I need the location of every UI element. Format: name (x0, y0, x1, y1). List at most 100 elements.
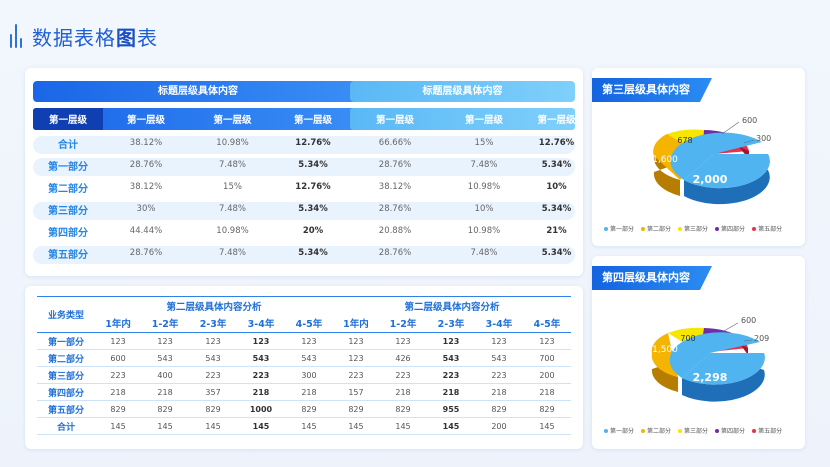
table-cell: 145 (522, 417, 571, 435)
table-cell: 28.76% (378, 204, 412, 214)
table-cell: 10.98% (467, 226, 501, 236)
analysis-table-card: 业务类型 第二层级具体内容分析 第二层级具体内容分析 1年内 1-2年 2-3年 3-… (25, 286, 583, 449)
table-cell: 145 (332, 417, 380, 435)
table-cell: 223 (95, 366, 142, 384)
table-cell: 66.66% (378, 138, 412, 148)
table-row: 第一部分 123 123 123 123 123 123 123 123 123 123 (37, 332, 571, 350)
table-cell: 123 (95, 332, 142, 350)
table-cell: 218 (284, 383, 333, 401)
pie1-label-d: 600 (742, 116, 757, 125)
table-cell: 38.12% (129, 182, 163, 192)
table-cell: 30% (136, 204, 156, 214)
legend-label: 第五部分 (758, 226, 783, 233)
table-cell: 10.98% (216, 138, 249, 148)
summary-table-card: 标题层级具体内容 标题层级具体内容 第一层级 第一层级 第一层级 第一层级 第一层级 第一… (25, 68, 583, 276)
table-cell: 7.48% (218, 204, 246, 214)
pie2-slice-b (651, 333, 700, 392)
table-cell: 7.48% (470, 248, 498, 258)
pie-chart-1: 2,000 1,600 678 600 300 (652, 116, 771, 205)
pie-legend-2: 第一部分 第二部分 第三部分 第四部分 第五部分 (604, 426, 782, 435)
table-cell: 829 (141, 400, 190, 418)
table-cell: 38.12% (129, 138, 163, 148)
table-cell: 543 (474, 349, 523, 367)
table-row: 第五部分 829 829 829 1000 829 829 829 955 829 829 (37, 400, 571, 418)
summary-column-header: 第一层级 (48, 115, 87, 126)
table-cell: 218 (237, 383, 285, 401)
row-label: 第五部分 (48, 249, 88, 261)
legend-item: 第四部分 (715, 426, 745, 435)
legend-item: 第一部分 (604, 224, 634, 233)
legend-label: 第二部分 (647, 226, 672, 233)
analysis-column-header: 3-4年 (474, 314, 523, 333)
summary-column-header: 第一层级 (126, 115, 165, 126)
table-cell: 20.88% (378, 226, 412, 236)
table-cell: 600 (95, 349, 142, 367)
pie-legend-1: 第一部分 第二部分 第三部分 第四部分 第五部分 (604, 224, 782, 233)
table-cell: 829 (379, 400, 427, 418)
table-cell: 123 (237, 332, 285, 350)
table-cell: 123 (141, 332, 190, 350)
table-cell: 218 (474, 383, 523, 401)
row-header: 业务类型 (37, 296, 95, 333)
table-cell: 145 (237, 417, 285, 435)
row-label: 第五部分 (37, 400, 95, 418)
table-cell: 543 (237, 349, 285, 367)
table-cell: 145 (284, 417, 333, 435)
table-cell: 829 (189, 400, 238, 418)
table-cell: 20% (302, 226, 324, 236)
pie2-slice-a (669, 332, 765, 402)
analysis-column-header: 1年内 (95, 314, 142, 333)
table-row: 合计 38.12% 10.98% 12.76% 66.66% 15% 12.76% (33, 132, 575, 154)
pie-chart-2: 2,298 1,500 700 600 209 (651, 316, 769, 402)
row-label: 第一部分 (37, 332, 95, 350)
analysis-column-header: 3-4年 (237, 314, 285, 333)
table-cell: 145 (189, 417, 238, 435)
table-cell: 5.34% (541, 204, 572, 214)
legend-label: 第一部分 (610, 226, 635, 233)
table-cell: 5.34% (541, 248, 572, 258)
legend-label: 第四部分 (721, 226, 746, 233)
group-header-a: 第二层级具体内容分析 (166, 301, 262, 313)
table-cell: 5.34% (541, 160, 572, 170)
summary-column-header: 第一层级 (464, 115, 503, 126)
page-title: 数据表格图表 (32, 26, 158, 50)
summary-column-header: 第一层级 (293, 115, 332, 126)
legend-dot-icon (641, 226, 646, 231)
table-cell: 15% (223, 182, 242, 192)
table-cell: 123 (189, 332, 238, 350)
table-cell: 5.34% (298, 204, 328, 214)
table-row: 第三部分 30% 7.48% 5.34% 28.76% 10% 5.34% (33, 198, 575, 220)
legend-item: 第五部分 (752, 426, 782, 435)
pie-card-2: 第四层级具体内容 2,298 1,500 700 600 209 第一部分 第二部… (592, 256, 805, 449)
table-cell: 12.76% (295, 138, 331, 148)
table-cell: 5.34% (298, 160, 328, 170)
table-cell: 426 (379, 349, 427, 367)
table-cell: 7.48% (218, 248, 246, 258)
table-cell: 218 (379, 383, 427, 401)
legend-dot-icon (678, 428, 683, 433)
pie-card-1: 第三层级具体内容 2,000 1,600 678 600 300 (592, 68, 805, 246)
legend-dot-icon (715, 428, 720, 433)
table-row: 第一部分 28.76% 7.48% 5.34% 28.76% 7.48% 5.34% (33, 154, 575, 176)
table-row: 第四部分 44.44% 10.98% 20% 20.88% 10.98% 21% (33, 220, 575, 242)
table-cell: 955 (427, 400, 475, 418)
legend-item: 第五部分 (752, 224, 782, 233)
pie-title-2: 第四层级具体内容 (592, 266, 712, 290)
table-cell: 223 (427, 366, 475, 384)
table-cell: 10.98% (216, 226, 249, 236)
legend-item: 第三部分 (678, 224, 708, 233)
table-cell: 10.98% (467, 182, 501, 192)
analysis-column-header: 1-2年 (141, 314, 190, 333)
table-cell: 357 (189, 383, 238, 401)
table-cell: 123 (522, 332, 571, 350)
pie1-slice-a (670, 132, 770, 205)
table-cell: 829 (284, 400, 333, 418)
table-cell: 28.76% (129, 248, 163, 258)
table-cell: 123 (332, 349, 380, 367)
table-cell: 28.76% (129, 160, 163, 170)
pie1-label-b: 1,600 (652, 155, 678, 165)
analysis-column-header: 2-3年 (189, 314, 238, 333)
table-cell: 223 (189, 366, 238, 384)
summary-column-header: 第一层级 (213, 115, 252, 126)
table-cell: 829 (522, 400, 571, 418)
